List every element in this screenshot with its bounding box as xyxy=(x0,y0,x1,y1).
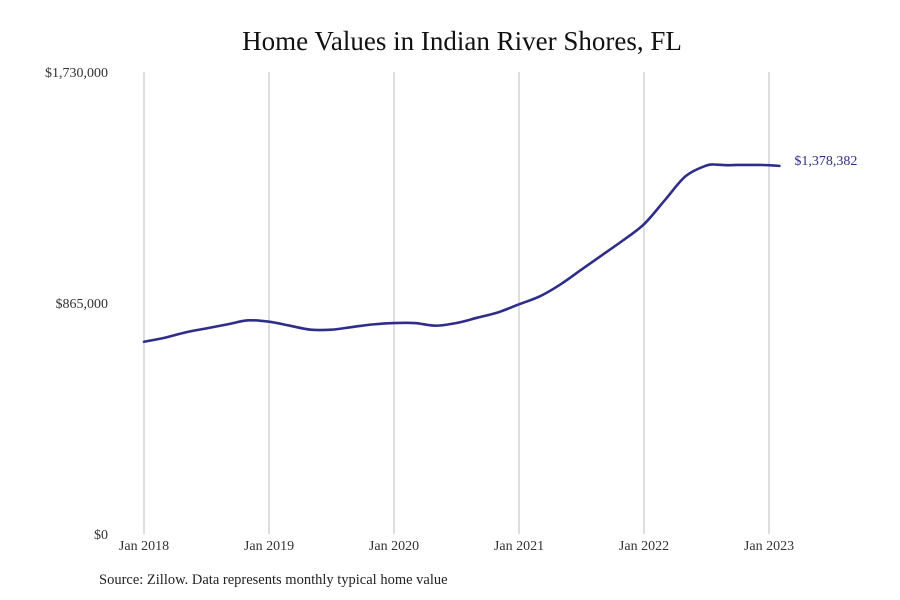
x-axis-ticks: Jan 2018 Jan 2019 Jan 2020 Jan 2021 Jan 2022… xyxy=(119,539,794,554)
x-tick-label: Jan 2018 xyxy=(119,539,169,554)
end-value-label: $1,378,382 xyxy=(794,154,857,169)
x-tick-label: Jan 2020 xyxy=(369,539,419,554)
source-note: Source: Zillow. Data represents monthly … xyxy=(99,572,448,588)
x-tick-label: Jan 2023 xyxy=(744,539,794,554)
series-line xyxy=(142,163,781,344)
x-tick-label: Jan 2022 xyxy=(619,539,669,554)
chart-title: Home Values in Indian River Shores, FL xyxy=(242,26,682,56)
x-tick-label: Jan 2021 xyxy=(494,539,544,554)
y-axis-ticks: $0 $865,000 $1,730,000 xyxy=(45,66,108,543)
y-tick-label: $865,000 xyxy=(56,297,109,312)
x-tick-label: Jan 2019 xyxy=(244,539,294,554)
y-tick-label: $1,730,000 xyxy=(45,66,108,81)
series-layer: $1,378,382 xyxy=(142,154,857,344)
gridlines xyxy=(143,72,770,534)
y-tick-label: $0 xyxy=(94,528,108,543)
